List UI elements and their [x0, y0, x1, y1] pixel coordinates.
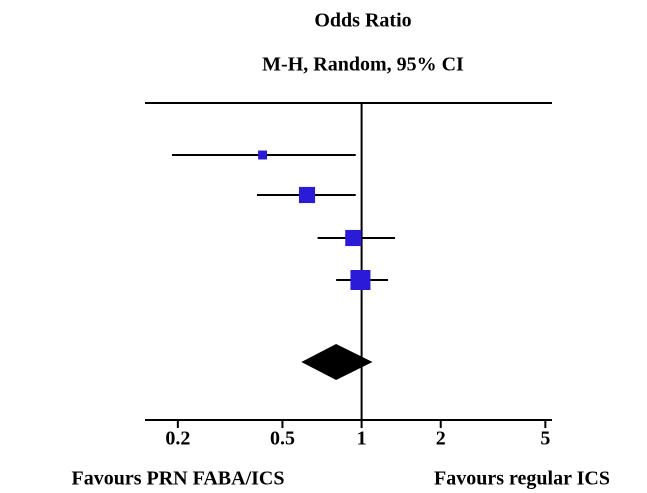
- x-tick-label: 2: [436, 428, 446, 450]
- x-tick-label: 1: [357, 428, 367, 450]
- x-tick-label: 0.2: [165, 428, 190, 450]
- chart-title: Odds Ratio: [314, 10, 411, 32]
- label-left: Favours PRN FABA/ICS: [72, 468, 285, 490]
- x-tick-label: 5: [540, 428, 550, 450]
- study-square: [258, 150, 268, 160]
- pooled-diamond: [301, 344, 373, 380]
- study-square: [350, 270, 371, 290]
- x-tick-label: 0.5: [270, 428, 295, 450]
- study-square: [298, 186, 316, 204]
- chart-subtitle: M-H, Random, 95% CI: [262, 54, 464, 76]
- study-square: [345, 229, 362, 247]
- label-right: Favours regular ICS: [434, 468, 610, 490]
